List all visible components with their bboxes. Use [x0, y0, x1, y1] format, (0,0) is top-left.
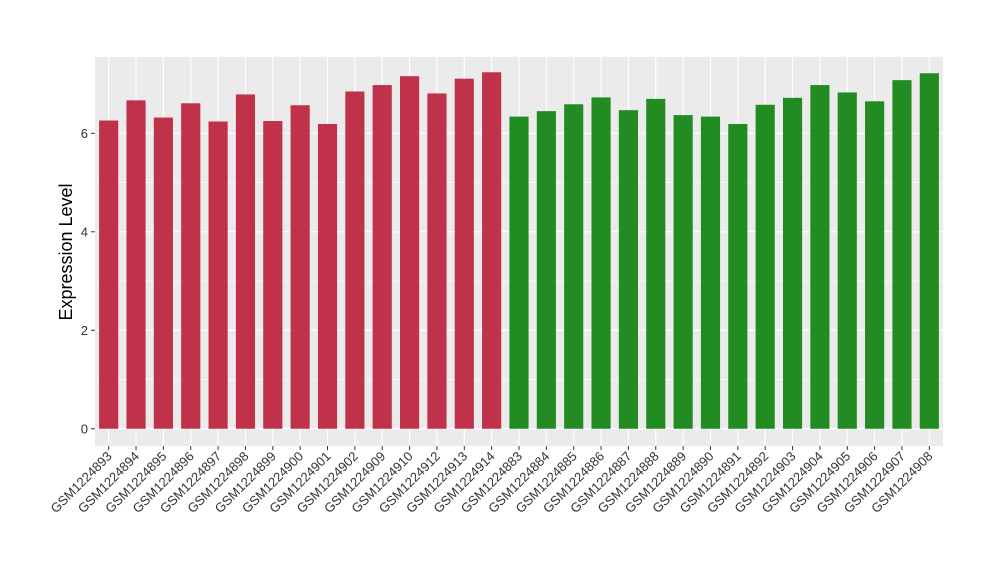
y-tick-label: 4 [81, 224, 88, 239]
bar-GSM1224912 [427, 93, 447, 429]
x-axis: GSM1224893GSM1224894GSM1224895GSM1224896… [47, 446, 935, 516]
bar-GSM1224902 [345, 91, 365, 429]
bar-series [99, 72, 939, 429]
bar-GSM1224900 [290, 105, 310, 429]
bar-GSM1224909 [372, 85, 392, 429]
bar-GSM1224894 [126, 100, 146, 429]
y-tick-label: 6 [81, 126, 88, 141]
bar-GSM1224904 [810, 85, 830, 429]
bar-GSM1224883 [509, 116, 529, 429]
y-axis: 0 2 4 6 [81, 126, 95, 436]
bar-GSM1224886 [591, 97, 611, 429]
bar-GSM1224908 [919, 73, 939, 429]
bar-GSM1224891 [728, 123, 748, 429]
y-tick-label: 0 [81, 421, 88, 436]
bar-GSM1224901 [317, 123, 338, 429]
bar-GSM1224907 [892, 80, 912, 429]
bar-GSM1224885 [564, 104, 584, 429]
bar-GSM1224897 [208, 121, 228, 429]
bar-GSM1224890 [700, 116, 721, 429]
bar-GSM1224892 [755, 104, 775, 429]
bar-GSM1224905 [837, 92, 857, 429]
bar-GSM1224914 [482, 72, 502, 429]
bar-GSM1224913 [454, 78, 474, 429]
bar-GSM1224903 [782, 97, 803, 429]
bar-GSM1224884 [536, 111, 556, 429]
bar-GSM1224893 [99, 120, 119, 429]
bar-GSM1224910 [400, 76, 420, 429]
bar-GSM1224896 [181, 103, 201, 429]
y-axis-title: Expression Level [56, 183, 76, 320]
bar-GSM1224887 [618, 110, 638, 429]
bar-GSM1224889 [673, 115, 693, 429]
y-tick-label: 2 [81, 323, 88, 338]
bar-GSM1224895 [153, 117, 173, 429]
bar-GSM1224899 [263, 121, 283, 429]
bar-GSM1224898 [235, 94, 256, 429]
bar-GSM1224906 [865, 101, 885, 429]
bar-GSM1224888 [646, 98, 666, 429]
